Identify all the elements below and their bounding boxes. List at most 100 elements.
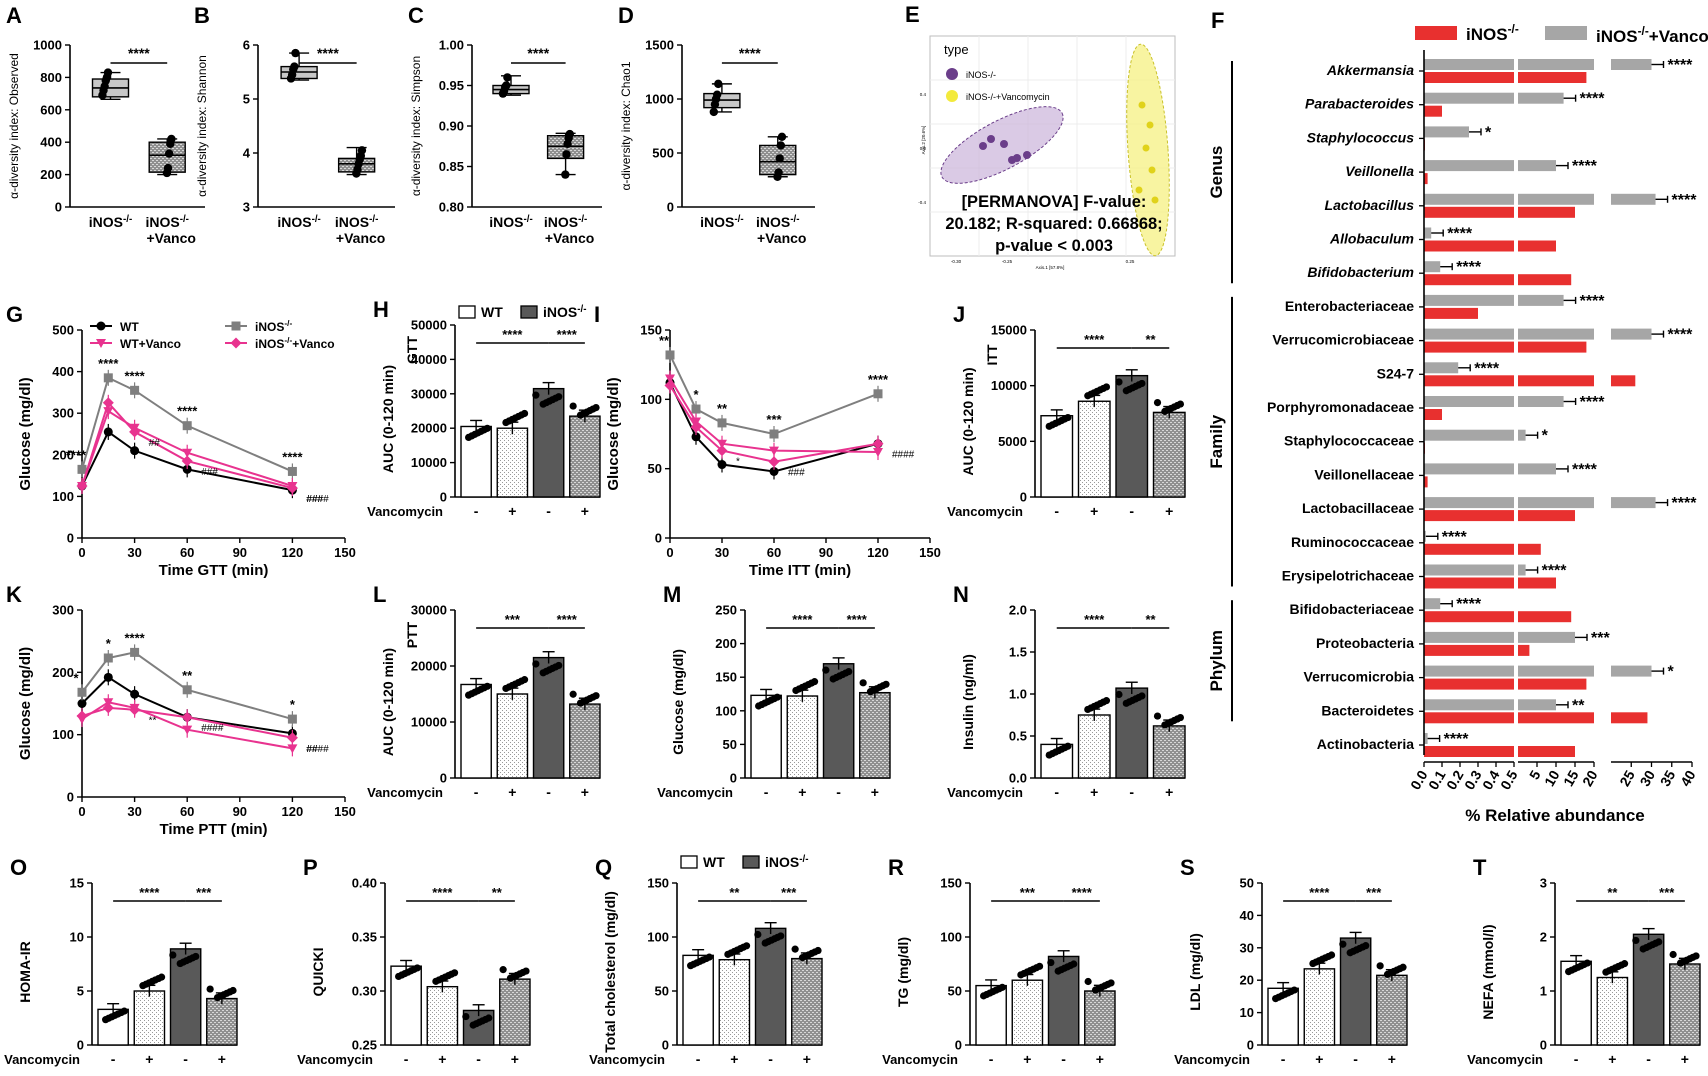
pcoa-point-vanco <box>1151 196 1159 204</box>
bar <box>1152 725 1186 779</box>
abundance-bar <box>1518 631 1575 643</box>
y-axis-label: AUC (0-120 min) <box>960 367 976 475</box>
data-point <box>1583 959 1591 967</box>
legend-swatch-ko <box>1415 26 1457 40</box>
x-tick-label: 35 <box>1657 767 1679 789</box>
data-point <box>754 930 762 939</box>
data-point <box>1035 962 1044 970</box>
sig-label: *** <box>781 885 797 900</box>
y-tick-label: 3 <box>1540 876 1547 891</box>
data-point <box>1115 690 1123 699</box>
vanco-tick: + <box>581 503 589 519</box>
data-point <box>714 79 723 89</box>
data-marker <box>182 421 192 431</box>
data-marker <box>873 448 883 458</box>
bar <box>822 663 855 779</box>
vanco-label: Vancomycin <box>589 1052 665 1067</box>
pcoa-point-vanco <box>1142 144 1150 152</box>
x-tick-label: 30 <box>127 545 141 560</box>
panel-letter: I <box>594 302 600 327</box>
legend-label-wt: WT <box>703 854 725 870</box>
vanco-tick: + <box>1096 1051 1104 1067</box>
bar <box>1084 990 1116 1046</box>
x-tick-label: 30 <box>127 804 141 819</box>
x-tick-label: 0.25 <box>1126 259 1135 264</box>
abundance-bar <box>1518 678 1587 690</box>
abundance-bar <box>1518 341 1587 353</box>
sig-label: * <box>1542 428 1549 445</box>
panel-J: 0 5000 10000 15000 AUC (0-120 min) ITT - + - + Van… <box>947 323 1186 519</box>
sig-label-hash: #### <box>306 494 329 505</box>
data-marker <box>181 455 193 467</box>
y-tick-label: 40 <box>1240 908 1254 923</box>
y-tick-label: 0 <box>730 771 737 786</box>
vanco-tick: + <box>1023 1051 1031 1067</box>
x-category-label: iNOS-/- <box>756 214 799 231</box>
y-tick-label: 1.0 <box>1009 687 1027 702</box>
bar <box>1339 937 1372 1046</box>
vanco-tick: + <box>508 503 516 519</box>
x-category-label: iNOS-/- <box>335 214 378 231</box>
taxon-label: Veillonellaceae <box>1314 466 1414 482</box>
sig-label: **** <box>1542 563 1568 580</box>
x-category-label: iNOS-/- <box>277 214 320 231</box>
y-axis-label: Glucose (mg/dl) <box>605 377 622 490</box>
abundance-bar <box>1518 543 1541 555</box>
y-tick-label: 10 <box>70 930 84 945</box>
panel-letter: K <box>6 582 22 607</box>
sig-label: **** <box>66 447 87 462</box>
y-tick-label: 2 <box>1540 930 1547 945</box>
x-tick-label: 0.5 <box>1497 767 1521 792</box>
sig-label: **** <box>792 612 813 627</box>
data-point <box>532 391 540 399</box>
data-point <box>1362 942 1370 950</box>
data-point <box>503 73 512 82</box>
y-tick-label: 1000 <box>33 38 62 53</box>
bar <box>786 695 819 779</box>
taxon-label: Porphyromonadaceae <box>1267 399 1414 415</box>
legend: WT iNOS-/- <box>680 854 808 870</box>
panel-letter: B <box>194 3 210 28</box>
x-category-sub: +Vanco <box>336 230 385 246</box>
panel-letter: C <box>408 3 424 28</box>
data-point <box>290 62 299 71</box>
y-tick-label: 100 <box>715 703 737 718</box>
y-tick-label: 600 <box>40 102 62 117</box>
x-category-label: iNOS-/- <box>89 214 132 231</box>
bar <box>496 427 529 498</box>
abundance-bar <box>1518 59 1594 70</box>
data-marker <box>103 427 113 437</box>
data-point <box>712 90 722 99</box>
sig-label: **** <box>1672 192 1698 209</box>
y-tick-label: 50 <box>1240 876 1254 891</box>
y-tick-label: 50000 <box>411 318 447 333</box>
abundance-bar <box>1424 429 1514 441</box>
abundance-bar <box>1424 598 1441 610</box>
taxon-label: Lactobacillaceae <box>1302 500 1414 516</box>
sig-label: **** <box>124 368 145 383</box>
y-tick-label: 400 <box>40 135 62 150</box>
x-tick-label: 15 <box>1560 767 1582 789</box>
x-axis-label: Axis.1 [57.8%] <box>1036 265 1065 270</box>
abundance-bar <box>1518 564 1526 576</box>
data-marker <box>76 480 88 492</box>
y-tick-label: 5000 <box>998 434 1027 449</box>
sig-label: * <box>693 387 699 402</box>
abundance-bar <box>1424 476 1428 488</box>
data-marker <box>129 704 141 716</box>
sig-label-hash: #### <box>306 744 329 755</box>
data-marker <box>96 339 106 348</box>
taxon-label: Bifidobacteriaceae <box>1290 601 1415 617</box>
abundance-bar <box>1424 126 1469 138</box>
abundance-bar <box>1518 510 1575 522</box>
sig-label: **** <box>432 885 453 900</box>
y-tick-label: 0 <box>955 1038 962 1053</box>
pcoa-point-ko <box>979 142 987 150</box>
abundance-bar <box>1424 644 1514 656</box>
panel-B: 3 4 5 6 α-diversity index: Shannon iNOS-/- iNO… <box>195 38 395 246</box>
vanco-tick: - <box>546 784 551 800</box>
y-axis-label: NEFA (mmol/l) <box>1480 924 1496 1019</box>
sig-label: ** <box>729 885 740 900</box>
abundance-bar <box>1424 564 1514 576</box>
